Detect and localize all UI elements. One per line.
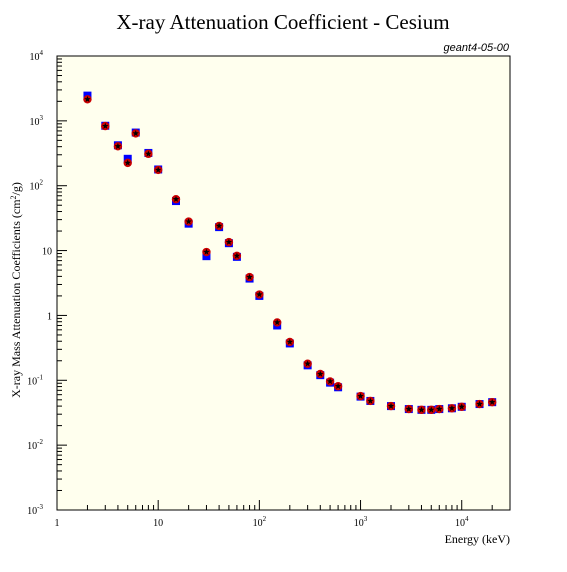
y-tick-label-exp: 3 (40, 114, 44, 122)
y-tick-label: 1 (47, 311, 52, 322)
data-point-star (256, 291, 263, 298)
y-axis-title-main: X-ray Mass Attenuation Coefficients (cm (9, 199, 23, 398)
data-point-star (488, 398, 496, 405)
y-tick-label: 102 (30, 179, 44, 193)
data-point-star (225, 238, 233, 245)
data-point-star (334, 382, 342, 389)
y-tick-label-base: 10 (27, 506, 37, 517)
data-point-star (124, 159, 131, 166)
x-tick-label-base: 10 (153, 518, 163, 529)
data-point-star (203, 248, 210, 255)
y-tick-label-base: 10 (27, 376, 37, 387)
y-axis-title-end: /g) (9, 182, 23, 195)
data-point-star (145, 150, 152, 157)
data-point-star (304, 360, 311, 367)
x-tick-label: 1 (55, 518, 60, 529)
data-point-star (387, 402, 395, 409)
data-point-star (448, 404, 456, 412)
x-tick-label: 103 (354, 515, 368, 529)
x-tick-label: 104 (455, 515, 469, 529)
data-point-star (286, 338, 294, 345)
chart-annotation: geant4-05-00 (444, 42, 510, 54)
y-tick-label-base: 10 (30, 117, 40, 128)
data-point-star (476, 400, 483, 407)
y-axis-title: X-ray Mass Attenuation Coefficients (cm2… (9, 182, 24, 398)
y-tick-label: 10-2 (27, 438, 43, 452)
data-point-star (428, 406, 435, 413)
data-point-star (326, 378, 334, 385)
y-tick-label-base: 10 (30, 182, 40, 193)
data-point-star (215, 222, 223, 229)
chart-title: X-ray Attenuation Coefficient - Cesium (116, 10, 449, 34)
data-point-star (317, 370, 324, 377)
y-tick-label: 10-3 (27, 503, 43, 517)
y-tick-label: 10-1 (27, 373, 43, 387)
x-tick-label-exp: 4 (465, 515, 469, 523)
data-point-star (273, 319, 281, 326)
y-tick-label-exp: 4 (40, 49, 44, 57)
y-tick-label: 10 (42, 247, 52, 258)
y-tick-label-base: 1 (47, 311, 52, 322)
data-point-star (458, 403, 465, 410)
data-point-star (405, 405, 413, 412)
data-point-star (102, 122, 109, 129)
x-tick-label: 102 (253, 515, 267, 529)
x-axis-title: Energy (keV) (445, 532, 510, 546)
y-tick-label: 103 (30, 114, 44, 128)
x-tick-label-base: 10 (455, 518, 465, 529)
x-tick-label-exp: 3 (364, 515, 368, 523)
x-tick-label-base: 10 (354, 518, 364, 529)
data-point-star (185, 218, 192, 225)
data-point-star (172, 195, 180, 202)
data-point-star (367, 397, 374, 404)
y-tick-label-base: 10 (42, 247, 52, 258)
data-point-star (84, 95, 91, 103)
y-tick-label: 104 (30, 49, 44, 63)
x-tick-label: 10 (153, 518, 163, 529)
data-point-star (154, 166, 162, 173)
y-tick-label-exp: -1 (37, 373, 43, 381)
data-point-star (357, 392, 364, 399)
y-tick-label-base: 10 (27, 441, 37, 452)
y-tick-label-exp: 2 (40, 179, 44, 187)
data-point-star (246, 273, 253, 280)
x-tick-label-base: 1 (55, 518, 60, 529)
data-point-star (233, 252, 241, 259)
y-tick-label-exp: -3 (37, 503, 43, 511)
plot-area (56, 55, 511, 511)
data-markers (83, 91, 497, 415)
y-tick-label-exp: -2 (37, 438, 43, 446)
y-tick-label-base: 10 (30, 52, 40, 63)
y-axis-title-sup: 2 (9, 195, 18, 199)
data-point-star (132, 130, 139, 137)
data-point-star (436, 405, 443, 412)
data-point-star (114, 142, 122, 150)
data-point-star (418, 406, 425, 413)
x-tick-label-base: 10 (253, 518, 263, 529)
x-tick-label-exp: 2 (263, 515, 267, 523)
